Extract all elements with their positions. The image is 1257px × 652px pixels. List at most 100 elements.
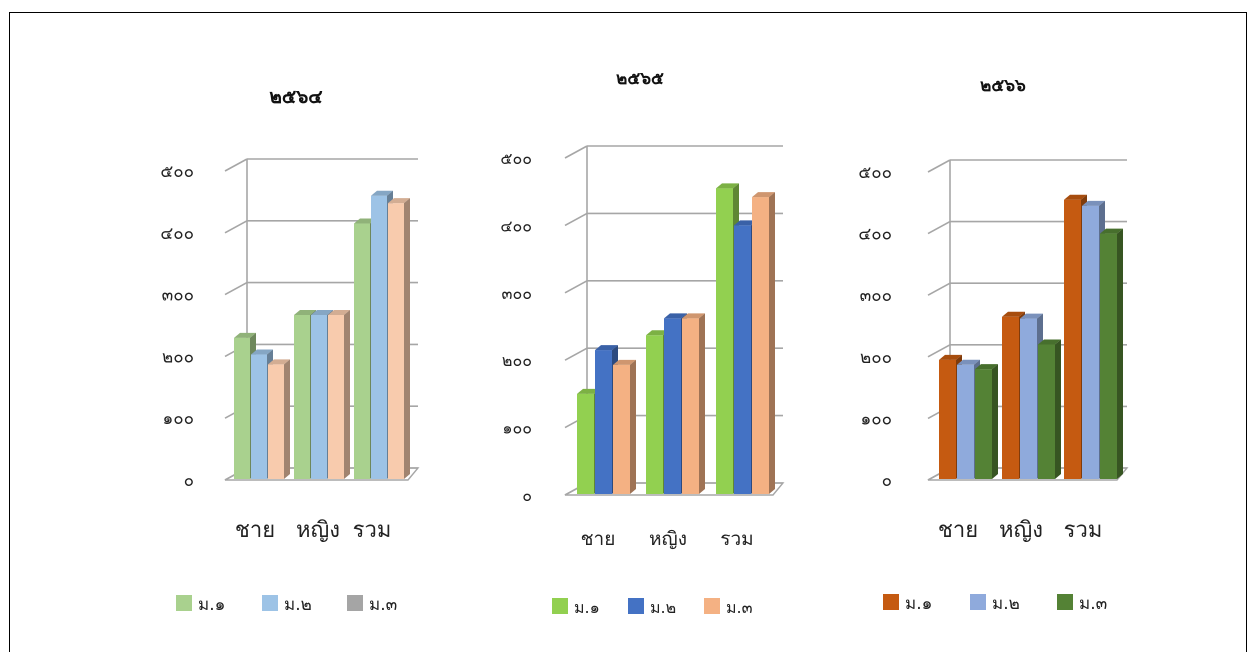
bar: [328, 309, 350, 479]
bar-front: [268, 364, 284, 479]
bar-front: [682, 318, 699, 494]
legend-label: ม.๒: [650, 598, 676, 617]
legend-label: ม.๓: [369, 595, 397, 615]
y-tick-label: ๔๐๐: [160, 224, 194, 244]
gridline-side: [564, 212, 588, 227]
bar-top: [716, 183, 739, 189]
bar-side: [992, 364, 998, 479]
gridline-side: [564, 145, 588, 159]
bar-top: [371, 190, 393, 196]
category-label: รวม: [1064, 518, 1103, 543]
bar-top: [577, 388, 600, 394]
bar-top: [752, 192, 775, 198]
gridline-side: [224, 281, 248, 296]
bar-top: [354, 218, 376, 224]
gridline-side: [927, 282, 951, 296]
chart-title: ๒๕๖๔: [269, 86, 322, 108]
bar-side: [769, 192, 775, 495]
legend-swatch: [1057, 594, 1073, 610]
bar-top: [251, 349, 273, 355]
legend-label: ม.๒: [992, 594, 1020, 614]
gridline-side: [564, 347, 588, 361]
bar-top: [268, 359, 290, 365]
gridline-side: [224, 158, 248, 172]
bar-top: [939, 354, 962, 360]
chart-title: ๒๕๖๕: [616, 69, 664, 89]
bar: [975, 364, 998, 479]
bar-front: [371, 195, 387, 479]
category-label: หญิง: [296, 518, 340, 543]
bar-front: [734, 225, 751, 494]
bar-front: [646, 335, 663, 494]
gridline-side: [224, 220, 248, 234]
bar-front: [1082, 205, 1099, 479]
gridline-side: [927, 159, 951, 173]
bar: [388, 198, 410, 480]
y-tick-label: ๒๐๐: [162, 347, 194, 367]
bar: [1038, 339, 1061, 479]
category-label: รวม: [720, 528, 753, 550]
bar-top: [682, 313, 705, 319]
bar-front: [328, 314, 344, 479]
bar-top: [328, 309, 350, 315]
gridline-side: [927, 220, 951, 235]
bar-front: [311, 314, 327, 479]
bar: [682, 313, 705, 494]
legend-label: ม.๓: [1079, 594, 1107, 614]
bar-side: [1055, 339, 1061, 479]
y-tick-label: ๓๐๐: [162, 286, 194, 306]
bar-top: [1064, 194, 1087, 200]
bar-front: [354, 223, 370, 479]
legend-swatch: [176, 595, 192, 611]
legend-swatch: [704, 598, 720, 614]
bar-top: [664, 313, 687, 319]
bar-top: [957, 359, 980, 365]
bar-side: [344, 309, 350, 479]
bar-front: [234, 337, 250, 479]
chart-title: ๒๕๖๖: [980, 76, 1026, 96]
y-tick-label: ๑๐๐: [502, 419, 532, 438]
bar-front: [1002, 316, 1019, 479]
bar-top: [646, 330, 669, 336]
bar-side: [699, 313, 705, 494]
bar-top: [1082, 200, 1105, 206]
bar: [613, 359, 636, 494]
bar-front: [1038, 344, 1055, 479]
bar-top: [1100, 228, 1123, 234]
category-label: ชาย: [938, 518, 978, 543]
bar-side: [404, 198, 410, 480]
y-tick-label: ๔๐๐: [500, 216, 532, 235]
bar-front: [957, 364, 974, 479]
bar-front: [613, 364, 630, 494]
bar-front: [752, 197, 769, 495]
gridline-side: [564, 280, 588, 294]
y-tick-label: ๑๐๐: [860, 409, 892, 429]
bar-front: [664, 318, 681, 494]
legend-label: ม.๑: [574, 598, 600, 617]
bar-top: [1020, 313, 1043, 319]
bar-front: [294, 314, 310, 479]
bar-front: [577, 393, 594, 494]
y-tick-label: ๐: [184, 471, 194, 491]
category-label: หญิง: [999, 518, 1043, 543]
bar-top: [595, 345, 618, 351]
y-tick-label: ๐: [522, 486, 532, 505]
legend-swatch: [883, 594, 899, 610]
bar-front: [1020, 318, 1037, 479]
bar-top: [311, 309, 333, 315]
category-label: รวม: [353, 518, 392, 543]
bar-side: [1117, 228, 1123, 479]
gridline-side: [927, 344, 951, 358]
bar-front: [716, 188, 733, 494]
y-tick-label: ๓๐๐: [860, 286, 892, 306]
bar-top: [975, 364, 998, 370]
bar-front: [251, 354, 267, 479]
bar-top: [1002, 311, 1025, 317]
bar-top: [1038, 339, 1061, 345]
bar-top: [388, 198, 410, 204]
bar: [1100, 228, 1123, 479]
bar-front: [975, 369, 992, 479]
legend-label: ม.๑: [198, 595, 225, 615]
